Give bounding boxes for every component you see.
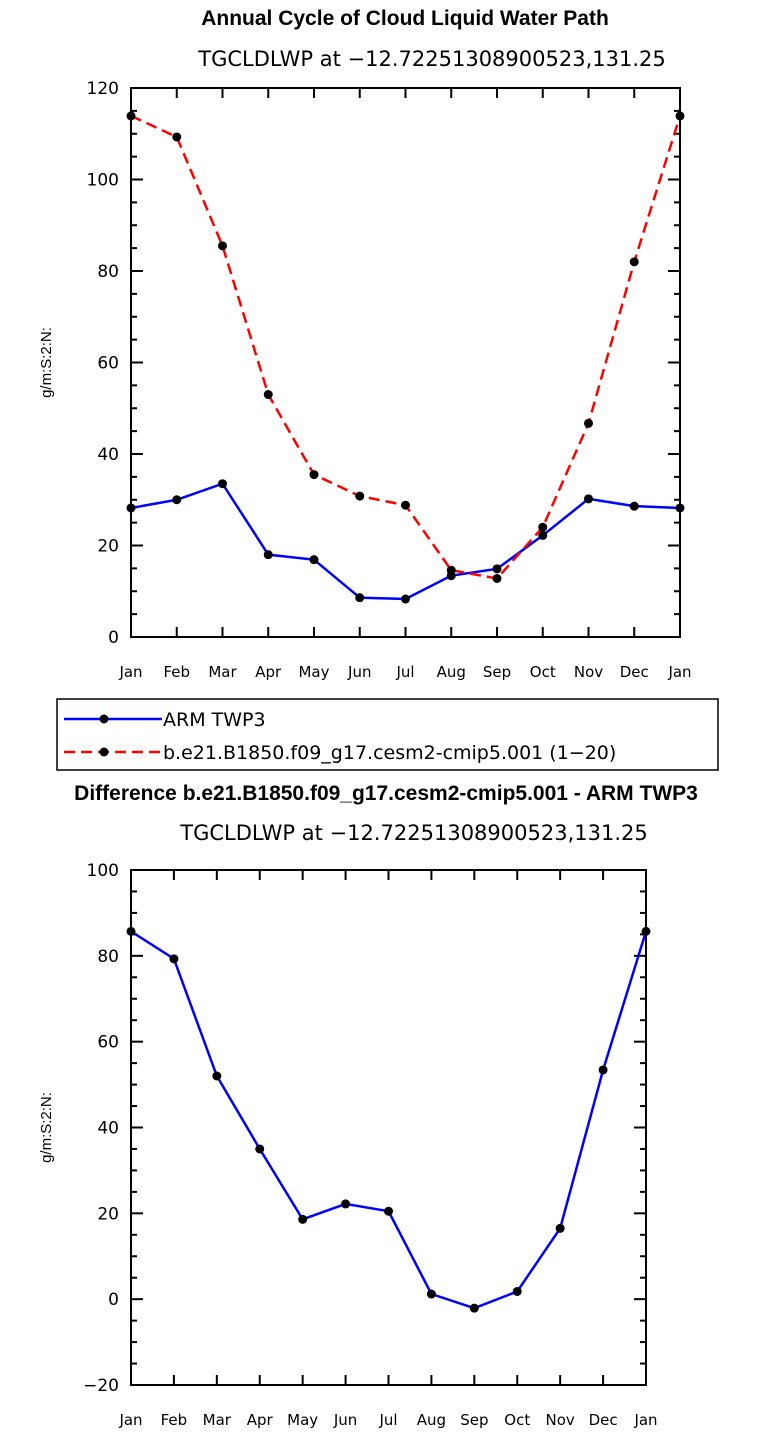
chart2-ytick-label: 20 — [97, 1204, 119, 1224]
chart1-series-1-point — [263, 550, 273, 560]
legend-label-1: ARM TWP3 — [163, 709, 266, 731]
chart1-series-2-point — [629, 257, 639, 267]
chart2-ytick-label: 40 — [97, 1119, 119, 1139]
chart2-xtick-label: Nov — [546, 1411, 575, 1429]
chart1-plot: 0 20 40 60 80 100 120 Jan Feb Mar Apr May Jun Jul Aug S… — [38, 79, 692, 681]
chart2-series-1-point — [598, 1065, 608, 1075]
chart2-ytick-label: 100 — [87, 861, 119, 881]
chart1-series-1-point — [538, 530, 548, 540]
chart1-series-2-point — [446, 565, 456, 575]
chart1-series-1-point — [172, 495, 182, 505]
chart1-series-1-point — [218, 479, 227, 489]
chart1-xtick-label: Jul — [395, 663, 414, 681]
chart1-xtick-label: Mar — [208, 663, 237, 681]
chart2-xtick-label: Mar — [203, 1411, 232, 1429]
chart2-series-1-point — [298, 1214, 308, 1224]
chart1-series-2-point — [584, 418, 593, 428]
chart1-series-2-point — [538, 522, 548, 532]
chart1-series-1-point — [584, 494, 593, 504]
chart2-ytick-label: −20 — [83, 1376, 119, 1396]
chart1-series-1-point — [401, 594, 410, 604]
chart2-xtick-label: Jan — [118, 1411, 142, 1429]
chart2-xtick-label: Jul — [378, 1411, 397, 1429]
chart1-series-1-point — [629, 501, 639, 511]
chart1-xtick-label: Oct — [530, 663, 556, 681]
chart1-ytick-label: 80 — [97, 262, 119, 282]
chart1-series-1-point — [355, 593, 365, 603]
chart1-ytick-label: 20 — [97, 537, 119, 557]
chart1-legend: ARM TWP3 b.e21.B1850.f09_g17.cesm2-cmip5.… — [56, 698, 719, 771]
chart1-series-1-point — [492, 564, 502, 574]
legend-marker-2 — [99, 747, 109, 757]
chart2-subtitle: TGCLDLWP at −12.72251308900523,131.25 — [179, 821, 648, 845]
chart1-xtick-label: Dec — [620, 663, 649, 681]
chart1-xtick-label: Aug — [437, 663, 466, 681]
chart2-xtick-label: Jan — [633, 1411, 657, 1429]
chart2-ylabel: g/m:S:2:N: — [38, 1092, 55, 1163]
chart1-xtick-label: May — [298, 663, 329, 681]
chart2-title: Difference b.e21.B1850.f09_g17.cesm2-cmi… — [74, 782, 698, 805]
chart2-xtick-label: May — [287, 1411, 318, 1429]
chart1-ytick-label: 100 — [87, 171, 119, 191]
chart1-xtick-label: Jun — [347, 663, 371, 681]
chart2-series-1-point — [641, 926, 651, 936]
chart2-xtick-label: Apr — [247, 1411, 274, 1429]
chart2-ytick-label: 0 — [108, 1290, 119, 1310]
chart2-series-1-point — [555, 1223, 565, 1233]
chart1-ytick-label: 120 — [87, 79, 119, 99]
chart1-series-2-point — [172, 132, 182, 142]
legend-marker-1 — [99, 714, 109, 724]
chart2-series-1-point — [469, 1303, 479, 1313]
chart1-xtick-label: Jan — [667, 663, 691, 681]
chart2-plot: −20 0 20 40 60 80 100 Jan Feb Mar Apr May Jun Jul Aug S… — [38, 861, 658, 1429]
chart2-series-1-point — [212, 1071, 222, 1081]
chart1-series-1-point — [675, 503, 685, 513]
chart2-series-1-point — [384, 1206, 393, 1216]
chart1-series-2-point — [126, 111, 136, 121]
chart2-series-1-point — [512, 1286, 522, 1296]
chart1-series-2-point — [309, 470, 319, 480]
legend-box — [56, 698, 719, 771]
chart2-series-1-point — [126, 926, 136, 936]
chart1-xtick-label: Nov — [574, 663, 603, 681]
chart1-series-1-point — [126, 503, 136, 513]
chart1-series-2-point — [401, 500, 410, 510]
chart2-xtick-label: Feb — [161, 1411, 188, 1429]
chart1-xtick-label: Apr — [255, 663, 282, 681]
chart1-series-2-point — [263, 390, 273, 400]
chart2-series-1-point — [169, 954, 179, 964]
chart1-frame — [130, 87, 681, 638]
chart1-ytick-label: 0 — [108, 628, 119, 648]
chart1-series-2-point — [675, 111, 685, 121]
chart1-subtitle: TGCLDLWP at −12.72251308900523,131.25 — [197, 47, 666, 71]
chart1-series-2-point — [355, 491, 365, 501]
chart2-series-1-point — [341, 1199, 351, 1209]
chart1-ytick-label: 40 — [97, 445, 119, 465]
chart1-series-1-point — [309, 555, 319, 565]
chart2-ytick-label: 60 — [97, 1033, 119, 1053]
chart1-series-2-point — [218, 241, 227, 251]
chart2-series-1-point — [426, 1289, 436, 1299]
chart2-series-1-point — [255, 1144, 265, 1154]
chart2-xtick-label: Jun — [333, 1411, 357, 1429]
chart1-series-2-point — [492, 573, 502, 583]
chart2-xtick-label: Oct — [504, 1411, 530, 1429]
chart1-ylabel: g/m:S:2:N: — [38, 327, 55, 398]
chart2-frame — [130, 869, 647, 1386]
chart2-series-1-line — [130, 930, 648, 1310]
chart2-xtick-label: Dec — [589, 1411, 618, 1429]
legend-label-2: b.e21.B1850.f09_g17.cesm2-cmip5.001 (1−2… — [163, 742, 616, 764]
chart1-xtick-label: Jan — [118, 663, 142, 681]
chart1-xtick-label: Feb — [163, 663, 190, 681]
chart1-ytick-label: 60 — [97, 354, 119, 374]
chart2-xtick-label: Aug — [417, 1411, 446, 1429]
chart1-xtick-label: Sep — [483, 663, 511, 681]
chart2-ytick-label: 80 — [97, 947, 119, 967]
chart1-title: Annual Cycle of Cloud Liquid Water Path — [201, 7, 609, 30]
chart2-xtick-label: Sep — [460, 1411, 488, 1429]
